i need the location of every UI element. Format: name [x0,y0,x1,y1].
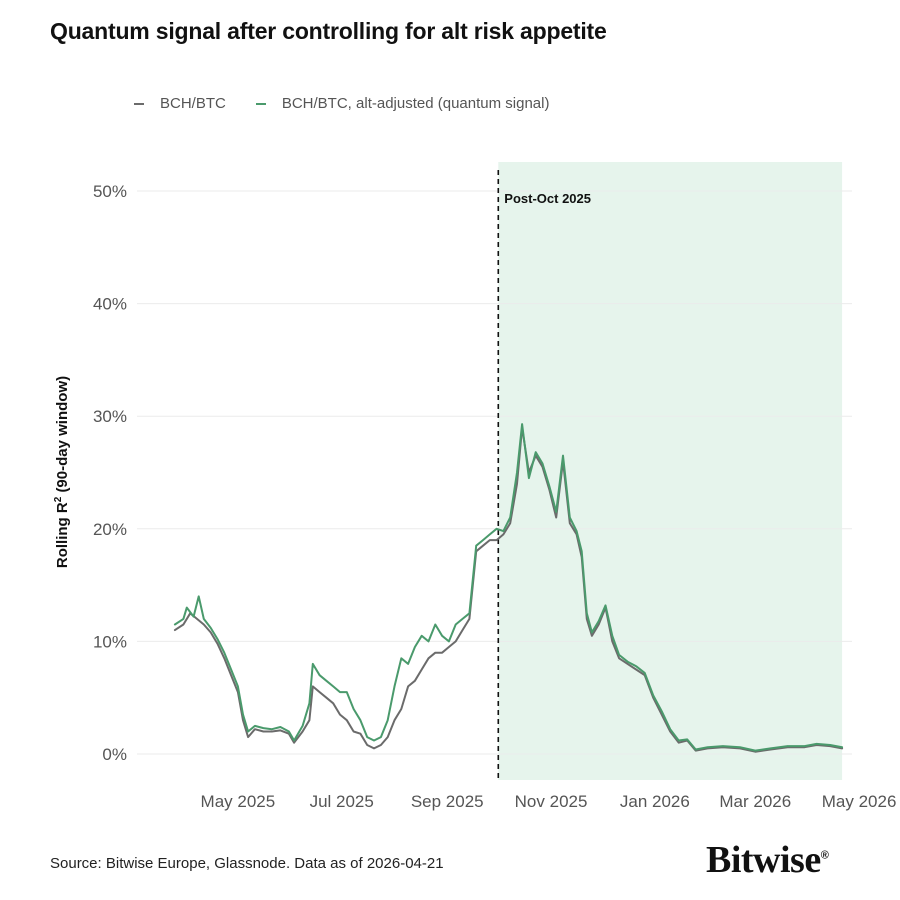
legend-label-alt-adjusted: BCH/BTC, alt-adjusted (quantum signal) [281,95,550,112]
legend-item-alt-adjusted: BCH/BTC, alt-adjusted (quantum signal) [255,95,550,112]
source-note: Source: Bitwise Europe, Glassnode. Data … [50,855,444,872]
y-tick-label: 40% [93,295,127,314]
x-tick-label: May 2026 [822,792,897,811]
x-tick-label: Sep 2025 [411,792,484,811]
series-line-alt-adjusted [173,423,844,752]
legend-swatch-bch-btc [134,102,144,105]
logo-text: Bitwise [706,839,821,881]
legend-label-bch-btc: BCH/BTC [160,95,226,112]
legend-item-bch-btc: BCH/BTC [134,95,226,112]
post-oct-shaded-region [498,162,843,780]
logo-registered-mark: ® [820,849,829,862]
legend: BCH/BTC BCH/BTC, alt-adjusted (quantum s… [134,95,579,112]
y-tick-label: 20% [93,520,127,539]
x-tick-label: Jul 2025 [310,792,374,811]
y-tick-label: 10% [93,632,127,651]
x-tick-label: Nov 2025 [515,792,588,811]
y-tick-label: 50% [93,182,127,201]
x-tick-label: May 2025 [201,792,276,811]
y-tick-label: 30% [93,407,127,426]
x-tick-label: Jan 2026 [620,792,690,811]
legend-swatch-alt-adjusted [255,102,266,105]
y-tick-label: 0% [102,745,127,764]
x-tick-label: Mar 2026 [719,792,791,811]
chart-title: Quantum signal after controlling for alt… [50,18,607,44]
series-line-bch-btc [173,426,844,753]
bitwise-logo: Bitwise® [706,838,829,882]
post-oct-annotation-label: Post-Oct 2025 [504,191,591,206]
